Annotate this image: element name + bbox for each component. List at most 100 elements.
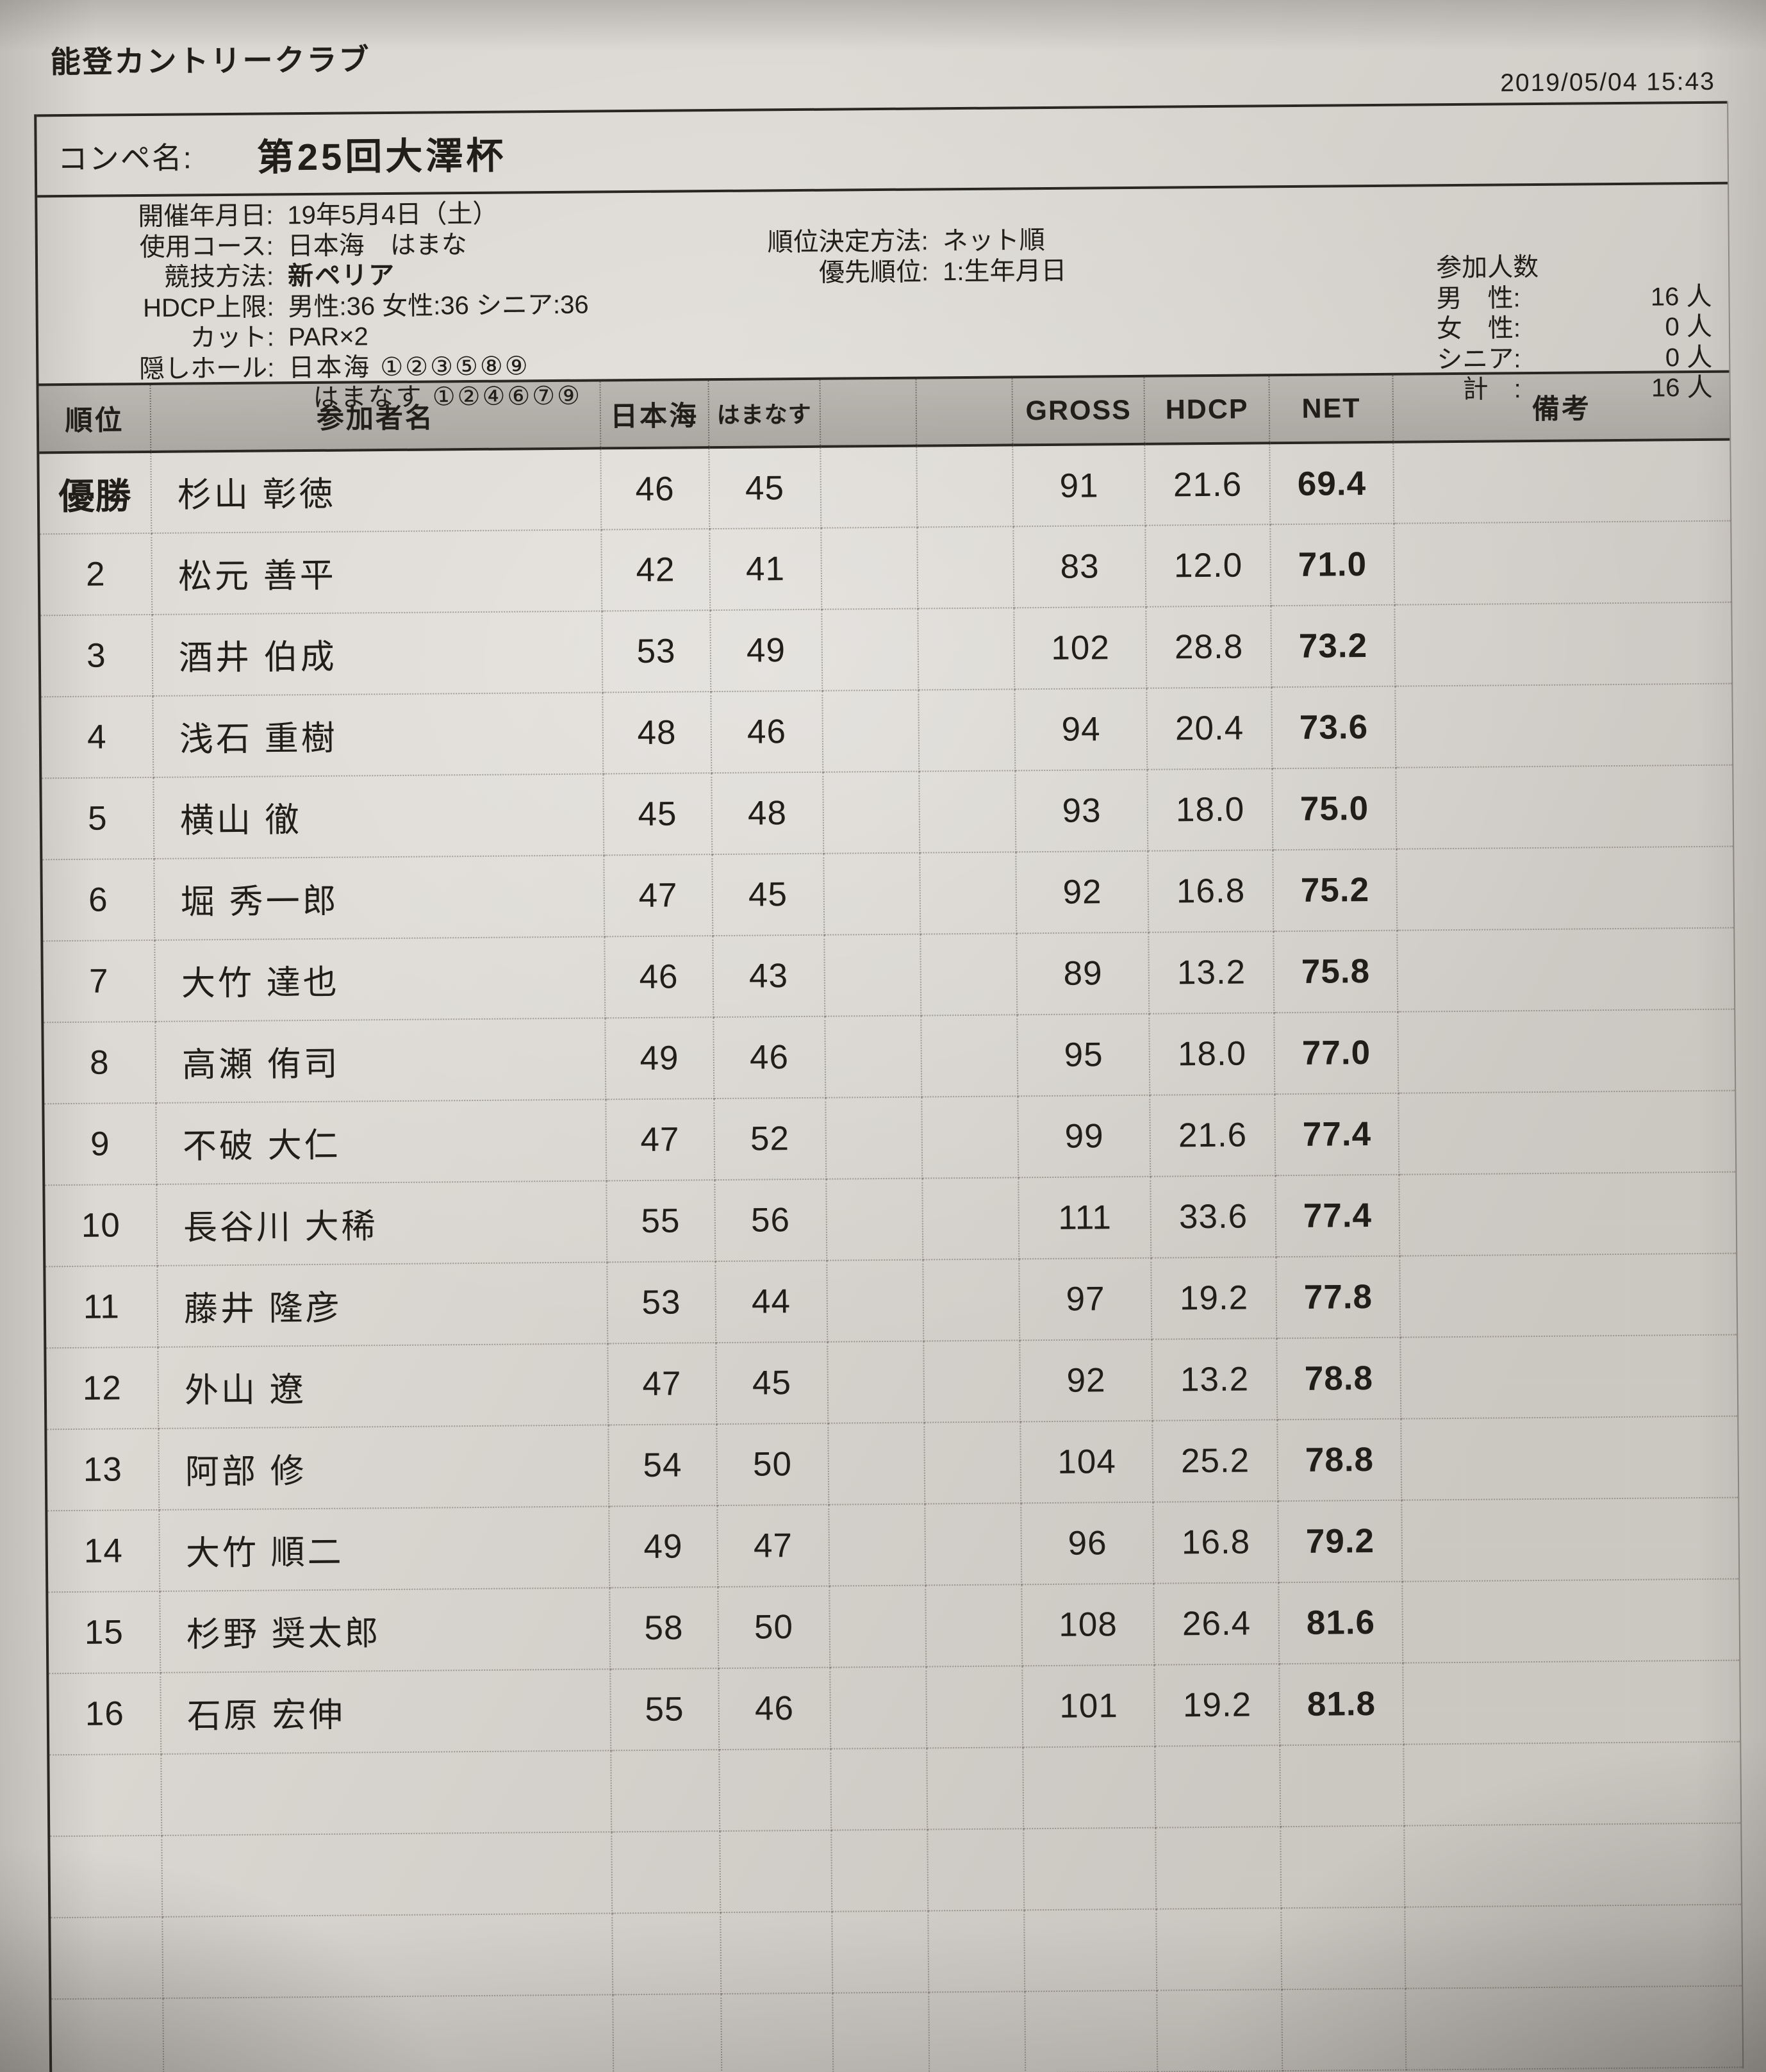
cell-rank: 3 (40, 614, 153, 697)
info-value: 19年5月4日（土） (287, 199, 499, 230)
cell-hdcp: 25.2 (1152, 1420, 1278, 1502)
cell-participant-name: 杉野 奨太郎 (160, 1587, 611, 1673)
cell-empty-2 (923, 1259, 1020, 1341)
info-label: 優先順位: (818, 257, 929, 287)
table-row (51, 1904, 1742, 2000)
cell-remarks (1402, 1579, 1740, 1663)
info-label: 順位決定方法: (767, 227, 928, 257)
info-label: HDCP上限: (142, 292, 274, 322)
table-row: 4 浅石 重樹 48 46 94 20.4 73.6 (41, 683, 1733, 779)
cell-empty-1 (827, 1341, 925, 1423)
cell-remarks (1403, 1741, 1741, 1826)
cell-participant-name (161, 1832, 613, 1917)
cell-empty-2 (920, 933, 1018, 1016)
cell-hamanasu-score: 46 (713, 1016, 826, 1099)
cell-hamanasu-score: 46 (718, 1667, 831, 1750)
participant-label: 男 性: (1436, 283, 1521, 313)
cell-net: 73.6 (1271, 686, 1396, 769)
cell-net: 69.4 (1269, 442, 1394, 525)
cell-hdcp: 21.6 (1144, 443, 1271, 526)
cell-hamanasu-score (720, 1993, 833, 2072)
info-row: 順位決定方法: ネット順 (653, 226, 1067, 260)
cell-empty-1 (820, 445, 918, 528)
cell-empty-2 (925, 1503, 1022, 1586)
cell-net: 75.2 (1273, 849, 1398, 932)
cell-net: 78.8 (1277, 1418, 1402, 1502)
info-label (39, 383, 275, 415)
table-row: 6 堀 秀一郎 47 45 92 16.8 75.2 (42, 846, 1734, 941)
cell-hamanasu-score: 44 (714, 1260, 828, 1343)
cell-gross: 83 (1013, 525, 1146, 608)
participant-label: 女 性: (1436, 314, 1521, 344)
cell-gross: 93 (1015, 769, 1148, 852)
cell-hdcp (1156, 1908, 1282, 1991)
cell-hamanasu-score (719, 1830, 832, 1913)
col-header-net: NET (1269, 374, 1394, 443)
cell-net: 81.6 (1278, 1581, 1403, 1664)
cell-participant-name: 藤井 隆彦 (157, 1262, 608, 1347)
cell-participant-name: 大竹 達也 (154, 936, 606, 1022)
info-label: 競技方法: (163, 262, 274, 292)
info-label: 隠しホール: (139, 353, 275, 383)
info-row: HDCP上限: 男性:36 女性:36 シニア:36 (38, 290, 589, 324)
cell-empty-1 (823, 771, 920, 854)
cell-hdcp: 19.2 (1154, 1664, 1280, 1746)
cell-participant-name: 松元 善平 (151, 529, 602, 615)
participant-value: 0 人 (1665, 312, 1713, 342)
cell-net: 71.0 (1270, 523, 1395, 606)
cell-net: 75.8 (1273, 930, 1398, 1013)
cell-nihonkai-score: 55 (606, 1180, 715, 1263)
cell-nihonkai-score: 54 (608, 1424, 717, 1507)
cell-gross: 111 (1018, 1176, 1151, 1259)
cell-participant-name (162, 1913, 613, 1998)
cell-participant-name (163, 1994, 614, 2072)
print-timestamp: 2019/05/04 15:43 (1500, 67, 1716, 97)
cell-hamanasu-score: 50 (717, 1586, 830, 1669)
cell-participant-name: 堀 秀一郎 (154, 855, 605, 940)
cell-rank: 6 (42, 858, 155, 941)
cell-participant-name: 外山 遼 (158, 1343, 609, 1429)
table-row: 10 長谷川 大稀 55 56 111 33.6 77.4 (45, 1172, 1737, 1267)
cell-empty-1 (826, 1178, 923, 1261)
participant-count-row: 女 性: 0 人 (1437, 312, 1712, 345)
table-row: 13 阿部 修 54 50 104 25.2 78.8 (47, 1416, 1738, 1511)
cell-empty-1 (821, 608, 919, 691)
info-row: 使用コース: 日本海 はまな (38, 229, 588, 263)
cell-empty-1 (825, 1015, 922, 1098)
cell-empty-2 (928, 1991, 1026, 2072)
table-row: 8 高瀬 侑司 49 46 95 18.0 77.0 (44, 1009, 1735, 1104)
cell-participant-name: 浅石 重樹 (153, 692, 604, 777)
cell-nihonkai-score: 47 (606, 1098, 714, 1181)
cell-hamanasu-score: 48 (711, 772, 824, 855)
cell-nihonkai-score: 45 (603, 773, 712, 856)
cell-gross: 92 (1019, 1339, 1153, 1422)
cell-rank: 12 (46, 1347, 159, 1430)
participant-count-row: 計 : 16 人 (1437, 373, 1712, 406)
col-header-hamanasu-course: はまなす (708, 378, 821, 448)
cell-gross: 96 (1021, 1502, 1154, 1585)
cell-participant-name: 阿部 修 (158, 1425, 609, 1510)
cell-hamanasu-score: 45 (711, 853, 825, 936)
info-row: 隠しホール: 日本海 ①②③⑤⑧⑨ (38, 351, 589, 385)
table-row: 14 大竹 順二 49 47 96 16.8 79.2 (47, 1497, 1739, 1593)
info-row: 優先順位: 1:生年月日 (653, 256, 1067, 290)
info-value: 新ペリア (288, 261, 396, 291)
cell-gross (1023, 1827, 1157, 1910)
cell-net (1281, 1907, 1406, 1990)
cell-hamanasu-score: 49 (709, 609, 823, 692)
cell-empty-1 (823, 852, 921, 935)
cell-gross: 101 (1022, 1664, 1155, 1748)
info-value: 1:生年月日 (943, 256, 1067, 286)
info-left-block: 開催年月日: 19年5月4日（土） 使用コース: 日本海 はまな 競技方法: 新… (37, 199, 590, 416)
club-name: 能登カントリークラブ (50, 42, 371, 79)
cell-participant-name (161, 1750, 612, 1836)
info-value: 日本海 はまな (287, 230, 467, 260)
cell-participant-name: 不破 大仁 (156, 1099, 607, 1184)
col-header-nihonkai-course: 日本海 (600, 379, 709, 449)
cell-empty-2 (924, 1421, 1021, 1504)
cell-hamanasu-score: 45 (708, 446, 821, 529)
cell-remarks (1395, 683, 1733, 768)
cell-empty-1 (832, 1910, 929, 1993)
cell-gross: 89 (1016, 932, 1150, 1015)
info-row: 競技方法: 新ペリア (38, 260, 588, 294)
